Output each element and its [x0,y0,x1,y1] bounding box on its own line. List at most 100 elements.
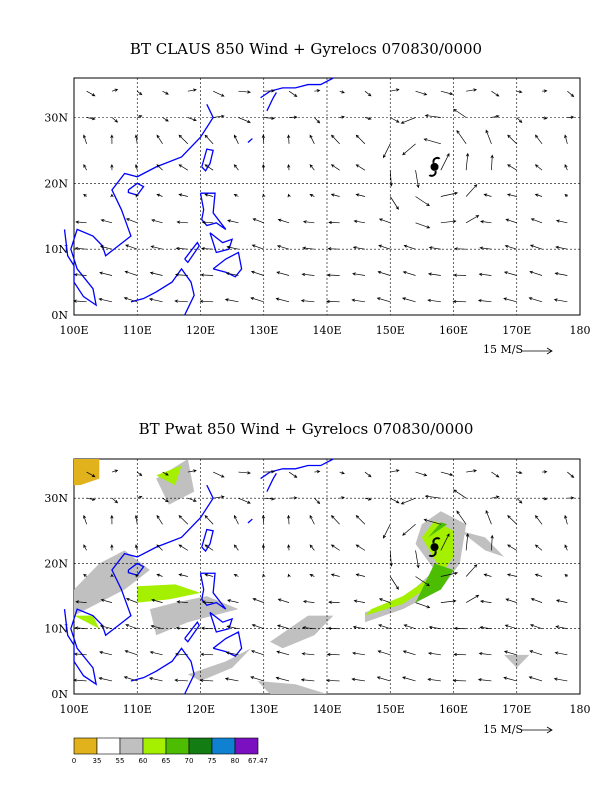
p2-coastline [130,647,195,695]
p2-lon-tick-label: 100E [59,703,88,716]
p1-wind-vector [378,218,391,224]
p2-wind-vector [326,652,340,657]
p1-wind-vector [465,215,480,224]
p1-wind-vector [111,117,119,123]
p1-wind-vector [529,244,543,250]
p2-wind-vector [233,544,239,551]
p1-wind-vector [86,90,96,97]
p2-wind-vector [465,564,478,577]
p1-wind-vector [134,163,139,171]
p2-wind-vector [73,678,87,682]
p1-lon-tick-label: 110E [123,324,152,337]
p2-wind-vector [261,514,265,525]
p1-coastline [130,267,195,316]
p1-wind-vector [491,90,500,97]
p1-wind-vector [73,273,87,277]
p2-wind-vector [201,626,214,630]
p1-wind-vector [330,164,340,171]
p1-coastline [63,104,214,307]
p1-wind-vector [355,164,366,171]
p1-wind-vector [466,88,478,92]
p2-wind-vector [263,497,275,501]
p2-wind-vector [178,515,189,525]
p2-wind-vector [327,626,340,630]
panel2-title: BT Pwat 850 Wind + Gyrelocs 070830/0000 [138,420,474,438]
p1-wind-vector [201,220,214,224]
p1-wind-vector [415,196,430,207]
p2-wind-vector [339,471,345,475]
p2-wind-vector [176,600,188,604]
p2-wind-vector [100,598,113,603]
p1-wind-vector [453,108,467,118]
p2-wind-vector [276,650,290,656]
p2-coastline [127,562,145,576]
p1-wind-vector [289,115,298,119]
p1-wind-vector [504,244,517,250]
p1-wind-vector [427,272,441,276]
p2-wind-vector [378,624,391,630]
p1-wind-vector [507,164,517,171]
p1-wind-vector [156,164,163,171]
p2-coastline [63,484,214,686]
p2-wind-vector [330,573,340,577]
p2-wind-vector [355,515,366,525]
p1-wind-vector [339,90,345,94]
p1-wind-vector [390,88,400,92]
p1-wind-vector [483,193,492,197]
p2-pwat-region [270,615,334,649]
colorbar-tick-label: 67.47 [248,757,268,765]
p1-wind-vector [288,90,298,98]
p1-coastline [266,92,277,112]
p2-pwat-region [156,465,182,486]
p2-wind-vector [483,573,492,577]
p1-wind-vector [554,272,568,276]
p2-wind-vector [238,497,251,504]
p1-wind-vector [415,170,420,189]
p2-wind-vector [204,573,214,577]
p2-wind-vector [516,471,523,475]
p2-wind-vector [287,514,291,525]
p1-wind-vector [401,297,416,303]
p2-coastline [199,572,227,610]
p1-wind-vector [389,170,393,187]
p1-coastline [212,251,243,278]
p1-wind-vector [465,152,470,171]
p2-wind-vector [383,524,391,539]
p2-wind-vector [453,489,467,499]
p1-wind-vector [300,299,315,303]
p2-wind-vector [326,678,340,683]
p1-wind-vector [204,193,214,197]
p2-wind-vector [352,625,366,630]
p1-wind-vector [110,193,114,198]
p2-wind-vector [402,524,416,536]
p2-wind-vector [233,514,239,525]
p2-wind-vector [83,514,87,525]
p1-wind-vector [73,299,87,303]
p2-wind-vector [111,469,119,473]
p2-wind-vector [204,515,214,525]
colorbar-swatch [96,737,121,755]
p2-wind-vector [300,678,315,682]
p1-wind-vector [83,164,87,171]
p2-pwat-region [149,596,239,636]
p2-lon-tick-label: 180 [570,703,591,716]
p2-wind-vector [134,514,138,525]
p1-wind-vector [516,117,523,124]
colorbar-swatch [234,737,259,755]
p1-wind-vector [233,164,239,171]
p1-wind-vector [250,297,264,303]
p1-lat-tick-label: 30N [44,112,68,125]
p2-wind-vector [542,470,548,474]
p1-wind-vector [302,246,315,250]
p2-wind-vector [389,550,393,567]
p1-wind-vector [251,244,264,250]
p1-wind-vector [440,90,454,96]
p2-wind-vector [564,573,569,578]
p1-wind-vector [287,134,291,144]
p1-wind-vector [534,164,543,171]
p2-wind-vector [238,471,251,475]
p1-wind-vector [355,193,366,197]
p2-wind-vector [314,497,321,505]
p2-wind-vector [250,650,264,656]
